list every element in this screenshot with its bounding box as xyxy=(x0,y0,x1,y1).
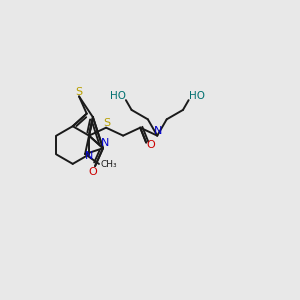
Text: O: O xyxy=(89,167,98,177)
Text: S: S xyxy=(76,88,82,98)
Text: HO: HO xyxy=(110,91,126,101)
Text: N: N xyxy=(154,126,162,136)
Text: CH₃: CH₃ xyxy=(100,160,117,169)
Text: O: O xyxy=(147,140,155,149)
Text: S: S xyxy=(103,118,111,128)
Text: HO: HO xyxy=(189,91,205,101)
Text: N: N xyxy=(85,151,93,161)
Text: N: N xyxy=(101,138,109,148)
